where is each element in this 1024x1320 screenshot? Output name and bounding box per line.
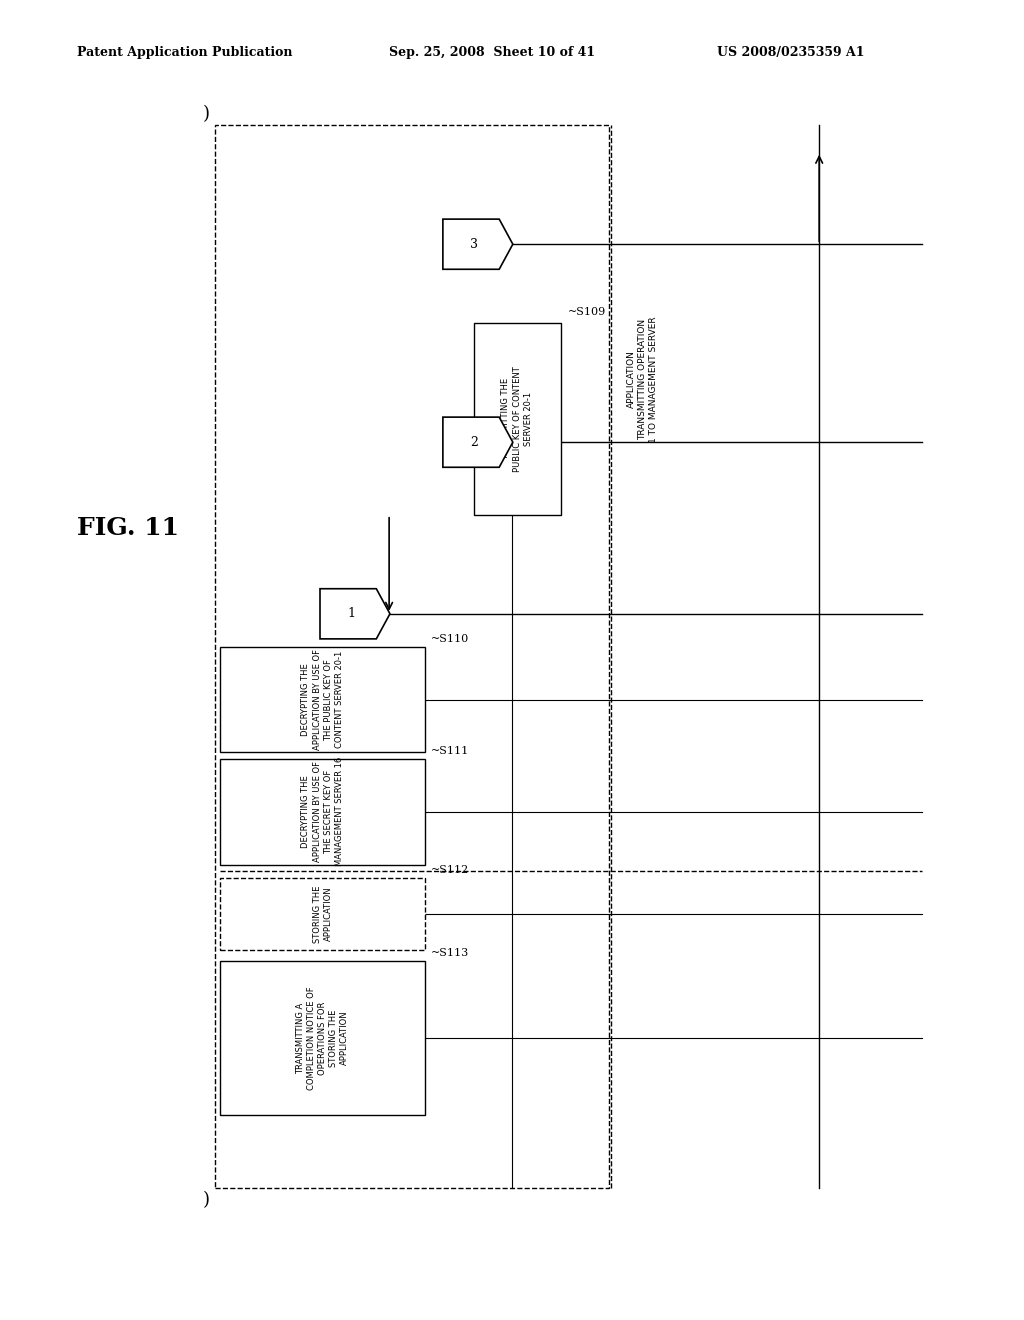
Text: ~S109: ~S109: [567, 306, 606, 317]
Polygon shape: [319, 589, 390, 639]
Text: TRANSMITTING A
COMPLETION NOTICE OF
OPERATIONS FOR
STORING THE
APPLICATION: TRANSMITTING A COMPLETION NOTICE OF OPER…: [296, 986, 349, 1090]
Bar: [220, 961, 425, 1115]
Text: ~S111: ~S111: [431, 746, 469, 756]
Text: 1: 1: [347, 607, 355, 620]
Text: ): ): [203, 104, 210, 123]
Text: DECRYPTING THE
APPLICATION BY USE OF
THE PUBLIC KEY OF
CONTENT SERVER 20-1: DECRYPTING THE APPLICATION BY USE OF THE…: [301, 649, 344, 750]
Bar: [220, 878, 425, 950]
Bar: [220, 647, 425, 752]
Polygon shape: [442, 219, 513, 269]
Text: Sep. 25, 2008  Sheet 10 of 41: Sep. 25, 2008 Sheet 10 of 41: [389, 46, 595, 59]
Text: FIG. 11: FIG. 11: [77, 516, 179, 540]
Text: Patent Application Publication: Patent Application Publication: [77, 46, 292, 59]
Text: APPLICATION
TRANSMITTING OPERATION
1 TO MANAGEMENT SERVER: APPLICATION TRANSMITTING OPERATION 1 TO …: [627, 317, 657, 442]
Text: ~S112: ~S112: [431, 865, 469, 875]
Text: 3: 3: [470, 238, 478, 251]
Text: ): ): [203, 1191, 210, 1209]
Bar: [473, 323, 561, 515]
Text: US 2008/0235359 A1: US 2008/0235359 A1: [717, 46, 864, 59]
Text: STORING THE
APPLICATION: STORING THE APPLICATION: [312, 886, 333, 942]
Polygon shape: [442, 417, 513, 467]
Text: DECRYPTING THE
APPLICATION BY USE OF
THE SECRET KEY OF
MANAGEMENT SERVER 16: DECRYPTING THE APPLICATION BY USE OF THE…: [301, 758, 344, 866]
Text: ~S113: ~S113: [431, 948, 469, 958]
Text: ~S110: ~S110: [431, 634, 469, 644]
Bar: [215, 125, 609, 1188]
Text: TRANSMITTING THE
PUBLIC KEY OF CONTENT
SERVER 20-1: TRANSMITTING THE PUBLIC KEY OF CONTENT S…: [502, 366, 532, 473]
Bar: [220, 759, 425, 865]
Text: 2: 2: [470, 436, 478, 449]
